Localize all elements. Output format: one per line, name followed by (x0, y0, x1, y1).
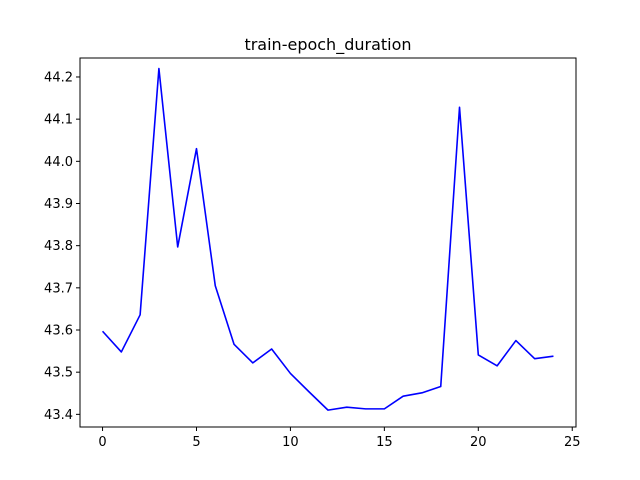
y-tick-label: 43.9 (44, 197, 73, 212)
y-tick-label: 44.1 (44, 113, 73, 128)
x-tick-label: 10 (282, 435, 299, 450)
x-tick-label: 15 (376, 435, 393, 450)
y-tick-label: 43.5 (44, 366, 73, 381)
x-axis: 0 5 10 15 20 25 (98, 427, 581, 450)
y-tick-label: 43.7 (44, 281, 73, 296)
y-tick-label: 43.6 (44, 324, 73, 339)
series-line (101, 67, 554, 411)
chart-title: train-epoch_duration (244, 35, 411, 55)
plot-frame (79, 57, 577, 428)
y-axis: 43.4 43.5 43.6 43.7 43.8 43.9 44.0 44.1 44.2 (44, 70, 80, 423)
x-tick-label: 20 (470, 435, 487, 450)
y-tick-label: 43.4 (44, 408, 73, 423)
y-tick-label: 43.8 (44, 239, 73, 254)
x-tick-label: 0 (98, 435, 106, 450)
y-tick-label: 44.0 (44, 155, 73, 170)
x-tick-label: 5 (192, 435, 200, 450)
y-tick-label: 44.2 (44, 70, 73, 85)
x-tick-label: 25 (564, 435, 581, 450)
